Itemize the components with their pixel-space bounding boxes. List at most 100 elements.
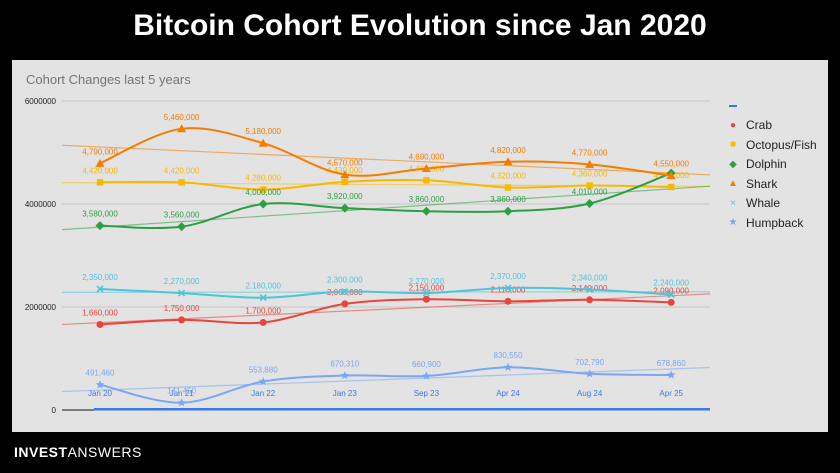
data-label: 1,700,000 xyxy=(245,306,281,315)
x-tick-label: Aug 24 xyxy=(577,389,603,398)
legend-label: Octopus/Fish xyxy=(746,137,817,152)
data-point-shark xyxy=(340,170,350,179)
data-label: 4,570,000 xyxy=(327,159,363,168)
data-label: 660,900 xyxy=(412,360,441,369)
data-point-crab xyxy=(259,318,267,326)
data-point-whale xyxy=(259,294,267,302)
data-label: 4,000,000 xyxy=(245,188,281,197)
legend-item-humpback: ★ Humpback xyxy=(726,213,817,233)
data-label: 2,180,000 xyxy=(245,282,281,291)
data-label: 4,280,000 xyxy=(245,174,281,183)
data-label: 5,460,000 xyxy=(164,113,200,122)
data-point-octopus-fish xyxy=(341,178,348,186)
series-line-humpback xyxy=(99,366,672,404)
data-point-humpback xyxy=(95,380,105,389)
data-point-humpback xyxy=(585,369,594,378)
data-label: 141,450 xyxy=(167,387,196,396)
data-point-humpback xyxy=(177,398,186,407)
line-chart: 6000000 4000000 2000000 0 Jan 20 Jan 21 Jan 22… xyxy=(25,97,711,415)
data-point-dolphin xyxy=(95,221,105,231)
data-point-dolphin xyxy=(258,199,268,209)
data-point-whale xyxy=(178,289,186,297)
data-label: 2,370,000 xyxy=(490,272,526,281)
chart-panel: Cohort Changes last 5 years 6000000 40000… xyxy=(12,60,828,432)
data-point-shark xyxy=(177,124,187,133)
legend-blank-marker xyxy=(729,104,737,107)
legend-item-shark: ▲ Shark xyxy=(726,174,817,194)
data-point-dolphin xyxy=(421,206,431,216)
data-label: 670,310 xyxy=(330,359,359,368)
brand-logo: INVESTANSWERS xyxy=(14,444,142,460)
data-label: 4,820,000 xyxy=(490,146,526,155)
data-label: 2,270,000 xyxy=(409,277,445,286)
data-label: 2,300,000 xyxy=(327,276,363,285)
y-tick-label: 6000000 xyxy=(25,97,57,106)
data-point-crab xyxy=(667,298,675,306)
series-line-dolphin xyxy=(99,172,672,230)
data-point-humpback xyxy=(258,376,268,386)
legend-label: Crab xyxy=(746,118,773,133)
data-label: 2,150,000 xyxy=(409,283,445,292)
data-label: 4,320,000 xyxy=(490,172,526,181)
data-label: 4,360,000 xyxy=(572,169,608,178)
data-label: 702,790 xyxy=(575,358,604,367)
circle-marker-icon: ● xyxy=(729,119,737,131)
trendline-dolphin xyxy=(61,185,711,231)
data-label: 3,580,000 xyxy=(82,210,118,219)
data-point-shark xyxy=(666,171,676,180)
data-point-shark xyxy=(585,159,595,168)
chart-title: Cohort Changes last 5 years xyxy=(26,72,191,87)
baseline-band xyxy=(94,408,710,411)
data-label: 1,660,000 xyxy=(82,309,118,318)
y-tick-label: 4000000 xyxy=(25,200,57,209)
x-tick-label: Jan 20 xyxy=(88,389,113,398)
data-point-dolphin xyxy=(503,206,513,216)
data-label: 4,420,000 xyxy=(82,166,118,175)
data-label: 5,180,000 xyxy=(245,127,281,136)
data-point-humpback xyxy=(503,362,513,371)
diamond-marker-icon: ◆ xyxy=(729,158,737,170)
series-line-shark xyxy=(99,127,672,177)
data-label: 678,860 xyxy=(657,359,686,368)
data-label: 4,430,000 xyxy=(327,166,363,175)
data-point-shark xyxy=(503,157,513,166)
data-point-whale xyxy=(341,287,349,296)
data-label: 4,550,000 xyxy=(653,160,689,169)
data-label: 830,550 xyxy=(494,351,523,360)
data-label: 3,860,000 xyxy=(409,195,445,204)
legend-label: Shark xyxy=(746,176,778,191)
x-tick-label: Jan 23 xyxy=(333,389,358,398)
data-point-dolphin xyxy=(340,203,350,213)
legend-item-crab: ● Crab xyxy=(726,116,817,136)
trendline-shark xyxy=(61,144,711,176)
data-point-whale xyxy=(667,291,675,299)
data-point-octopus-fish xyxy=(178,179,185,186)
x-marker-icon: × xyxy=(730,197,736,209)
y-tick-label: 0 xyxy=(52,406,57,415)
data-point-octopus-fish xyxy=(260,186,267,193)
series-line-octopus-fish xyxy=(99,178,672,191)
data-label: 3,560,000 xyxy=(164,211,200,220)
data-label: 1,750,000 xyxy=(164,304,200,313)
data-point-humpback xyxy=(666,370,676,379)
brand-bold: INVEST xyxy=(14,444,68,460)
data-label: 491,460 xyxy=(86,369,115,378)
data-point-octopus-fish xyxy=(423,177,430,184)
data-label: 4,790,000 xyxy=(82,147,118,156)
legend-item-octopus-fish: ■ Octopus/Fish xyxy=(726,135,817,155)
data-label: 3,920,000 xyxy=(327,192,363,201)
trendline-humpback xyxy=(61,366,711,393)
page-title: Bitcoin Cohort Evolution since Jan 2020 xyxy=(133,9,707,42)
data-label: 4,420,000 xyxy=(164,166,200,175)
data-label: 553,880 xyxy=(249,365,278,374)
triangle-marker-icon: ▲ xyxy=(728,178,738,190)
data-point-crab xyxy=(586,296,594,304)
x-tick-label: Jan 21 xyxy=(170,389,195,398)
data-label: 2,350,000 xyxy=(82,273,118,282)
data-point-octopus-fish xyxy=(668,183,675,191)
data-point-crab xyxy=(504,297,512,305)
legend-item-blank xyxy=(726,96,817,116)
data-point-crab xyxy=(422,295,430,303)
data-point-octopus-fish xyxy=(96,179,104,186)
x-tick-label: Apr 24 xyxy=(496,389,520,398)
